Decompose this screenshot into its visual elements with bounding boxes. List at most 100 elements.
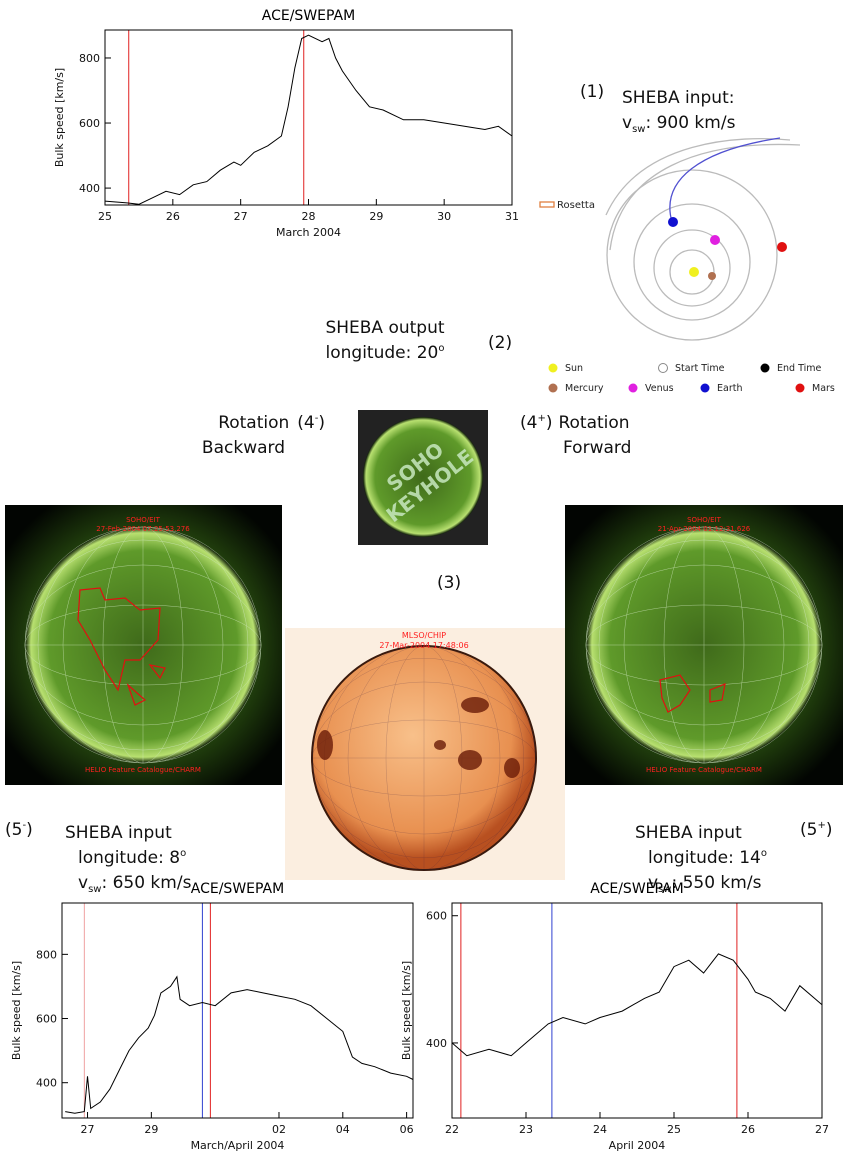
earth bbox=[668, 217, 678, 227]
chart-title: ACE/SWEPAM bbox=[262, 8, 355, 24]
num: (4 bbox=[297, 413, 314, 433]
sup: + bbox=[817, 820, 825, 831]
lon: longitude: 20 bbox=[326, 343, 439, 363]
speed: vsw: 900 km/s bbox=[622, 113, 736, 135]
num: (5 bbox=[800, 820, 817, 840]
x-tick-label: 26 bbox=[166, 210, 180, 223]
x-tick-label: 25 bbox=[667, 1123, 681, 1136]
x-tick-label: 28 bbox=[302, 210, 316, 223]
credit: HELIO Feature Catalogue/CHARM bbox=[646, 766, 762, 774]
source: SOHO/EIT bbox=[687, 516, 722, 524]
chart-title: ACE/SWEPAM bbox=[590, 881, 683, 897]
lon: longitude: 14 bbox=[648, 848, 761, 868]
y-tick-label: 400 bbox=[36, 1077, 57, 1090]
x-tick-label: 24 bbox=[593, 1123, 607, 1136]
speed-value: : 900 km/s bbox=[645, 113, 735, 133]
y-axis-label: Bulk speed [km/s] bbox=[400, 961, 413, 1060]
sup: + bbox=[537, 413, 545, 424]
y-axis-label: Bulk speed [km/s] bbox=[53, 68, 66, 167]
plot-frame bbox=[452, 903, 822, 1118]
series-line bbox=[65, 977, 413, 1113]
x-tick-label: 27 bbox=[81, 1123, 95, 1136]
arrow bbox=[419, 548, 432, 612]
x-tick-label: 26 bbox=[741, 1123, 755, 1136]
orbit bbox=[634, 204, 750, 320]
key bbox=[701, 384, 710, 393]
source: MLSO/CHIP bbox=[402, 631, 446, 640]
rosetta: Rosetta bbox=[557, 200, 595, 211]
time: 21-Apr-2004 01:12:31.626 bbox=[658, 525, 751, 533]
orbit-diagram bbox=[540, 138, 800, 340]
y-axis-label: Bulk speed [km/s] bbox=[10, 961, 23, 1060]
key bbox=[549, 364, 558, 373]
series-line bbox=[105, 35, 512, 204]
step-label: (5+) bbox=[800, 820, 832, 840]
figure: (1) SHEBA input: vsw: 900 km/s Rosetta S… bbox=[0, 0, 843, 1154]
v: v bbox=[622, 113, 632, 133]
longitude: longitude: 14o bbox=[648, 848, 767, 868]
step-text: SHEBA input bbox=[65, 823, 172, 843]
close: ) bbox=[26, 820, 33, 840]
x-tick-label: 22 bbox=[445, 1123, 459, 1136]
series-line bbox=[452, 954, 822, 1056]
step-text: SHEBA output bbox=[325, 318, 444, 338]
chip-image: MLSO/CHIP 27-Mar-2004 17:48:06 bbox=[285, 628, 565, 880]
x-axis-label: March/April 2004 bbox=[191, 1139, 285, 1152]
legend: End Time bbox=[777, 363, 821, 374]
legend: Venus bbox=[645, 383, 674, 394]
lon: longitude: 8 bbox=[78, 848, 180, 868]
close: ) bbox=[318, 413, 325, 433]
legend: Sun bbox=[565, 363, 583, 374]
rosetta-key bbox=[540, 202, 554, 207]
rot: Rotation bbox=[218, 413, 289, 433]
sun bbox=[689, 267, 699, 277]
x-tick-label: 04 bbox=[336, 1123, 350, 1136]
y-tick-label: 600 bbox=[79, 117, 100, 130]
right-eit-image: SOHO/EIT 21-Apr-2004 01:12:31.626 HELIO … bbox=[565, 505, 843, 785]
orbit-legend: Sun Start Time End Time Mercury Venus Ea… bbox=[549, 363, 835, 394]
key bbox=[629, 384, 638, 393]
longitude: longitude: 8o bbox=[78, 848, 186, 868]
rotation: (4+)Rotation bbox=[520, 413, 630, 433]
sub: sw bbox=[632, 124, 645, 135]
x-axis-label: March 2004 bbox=[276, 226, 341, 239]
key bbox=[796, 384, 805, 393]
x-tick-label: 27 bbox=[815, 1123, 829, 1136]
y-tick-label: 800 bbox=[79, 52, 100, 65]
longitude: longitude: 20o bbox=[326, 343, 445, 363]
key bbox=[761, 364, 770, 373]
direction: Forward bbox=[563, 438, 631, 458]
y-tick-label: 600 bbox=[36, 1013, 57, 1026]
x-tick-label: 29 bbox=[144, 1123, 158, 1136]
y-tick-label: 400 bbox=[79, 182, 100, 195]
x-tick-label: 25 bbox=[98, 210, 112, 223]
plot-frame bbox=[62, 903, 413, 1118]
num: (4 bbox=[520, 413, 537, 433]
v: v bbox=[78, 873, 88, 893]
legend: Mars bbox=[812, 383, 835, 394]
step-label: (5-) bbox=[5, 820, 33, 840]
x-tick-label: 29 bbox=[369, 210, 383, 223]
arrow bbox=[44, 842, 57, 906]
step-label: (2) bbox=[488, 333, 512, 353]
speed-value: : 550 km/s bbox=[671, 873, 761, 893]
keyhole-image: SOHO KEYHOLE bbox=[358, 410, 488, 545]
sup: o bbox=[180, 848, 186, 859]
arrow bbox=[784, 842, 797, 906]
close: ) bbox=[826, 820, 833, 840]
y-tick-label: 600 bbox=[426, 910, 447, 923]
key bbox=[659, 364, 668, 373]
plot-frame bbox=[105, 30, 512, 205]
x-tick-label: 23 bbox=[519, 1123, 533, 1136]
legend: Mercury bbox=[565, 383, 604, 394]
sup: o bbox=[438, 343, 444, 354]
rot: Rotation bbox=[558, 413, 629, 433]
step-text: SHEBA input: bbox=[622, 88, 734, 108]
x-tick-label: 02 bbox=[272, 1123, 286, 1136]
source: SOHO/EIT bbox=[126, 516, 161, 524]
credit: HELIO Feature Catalogue/CHARM bbox=[85, 766, 201, 774]
y-tick-label: 400 bbox=[426, 1037, 447, 1050]
speed-value: : 650 km/s bbox=[101, 873, 191, 893]
mars bbox=[777, 242, 787, 252]
y-tick-label: 800 bbox=[36, 948, 57, 961]
